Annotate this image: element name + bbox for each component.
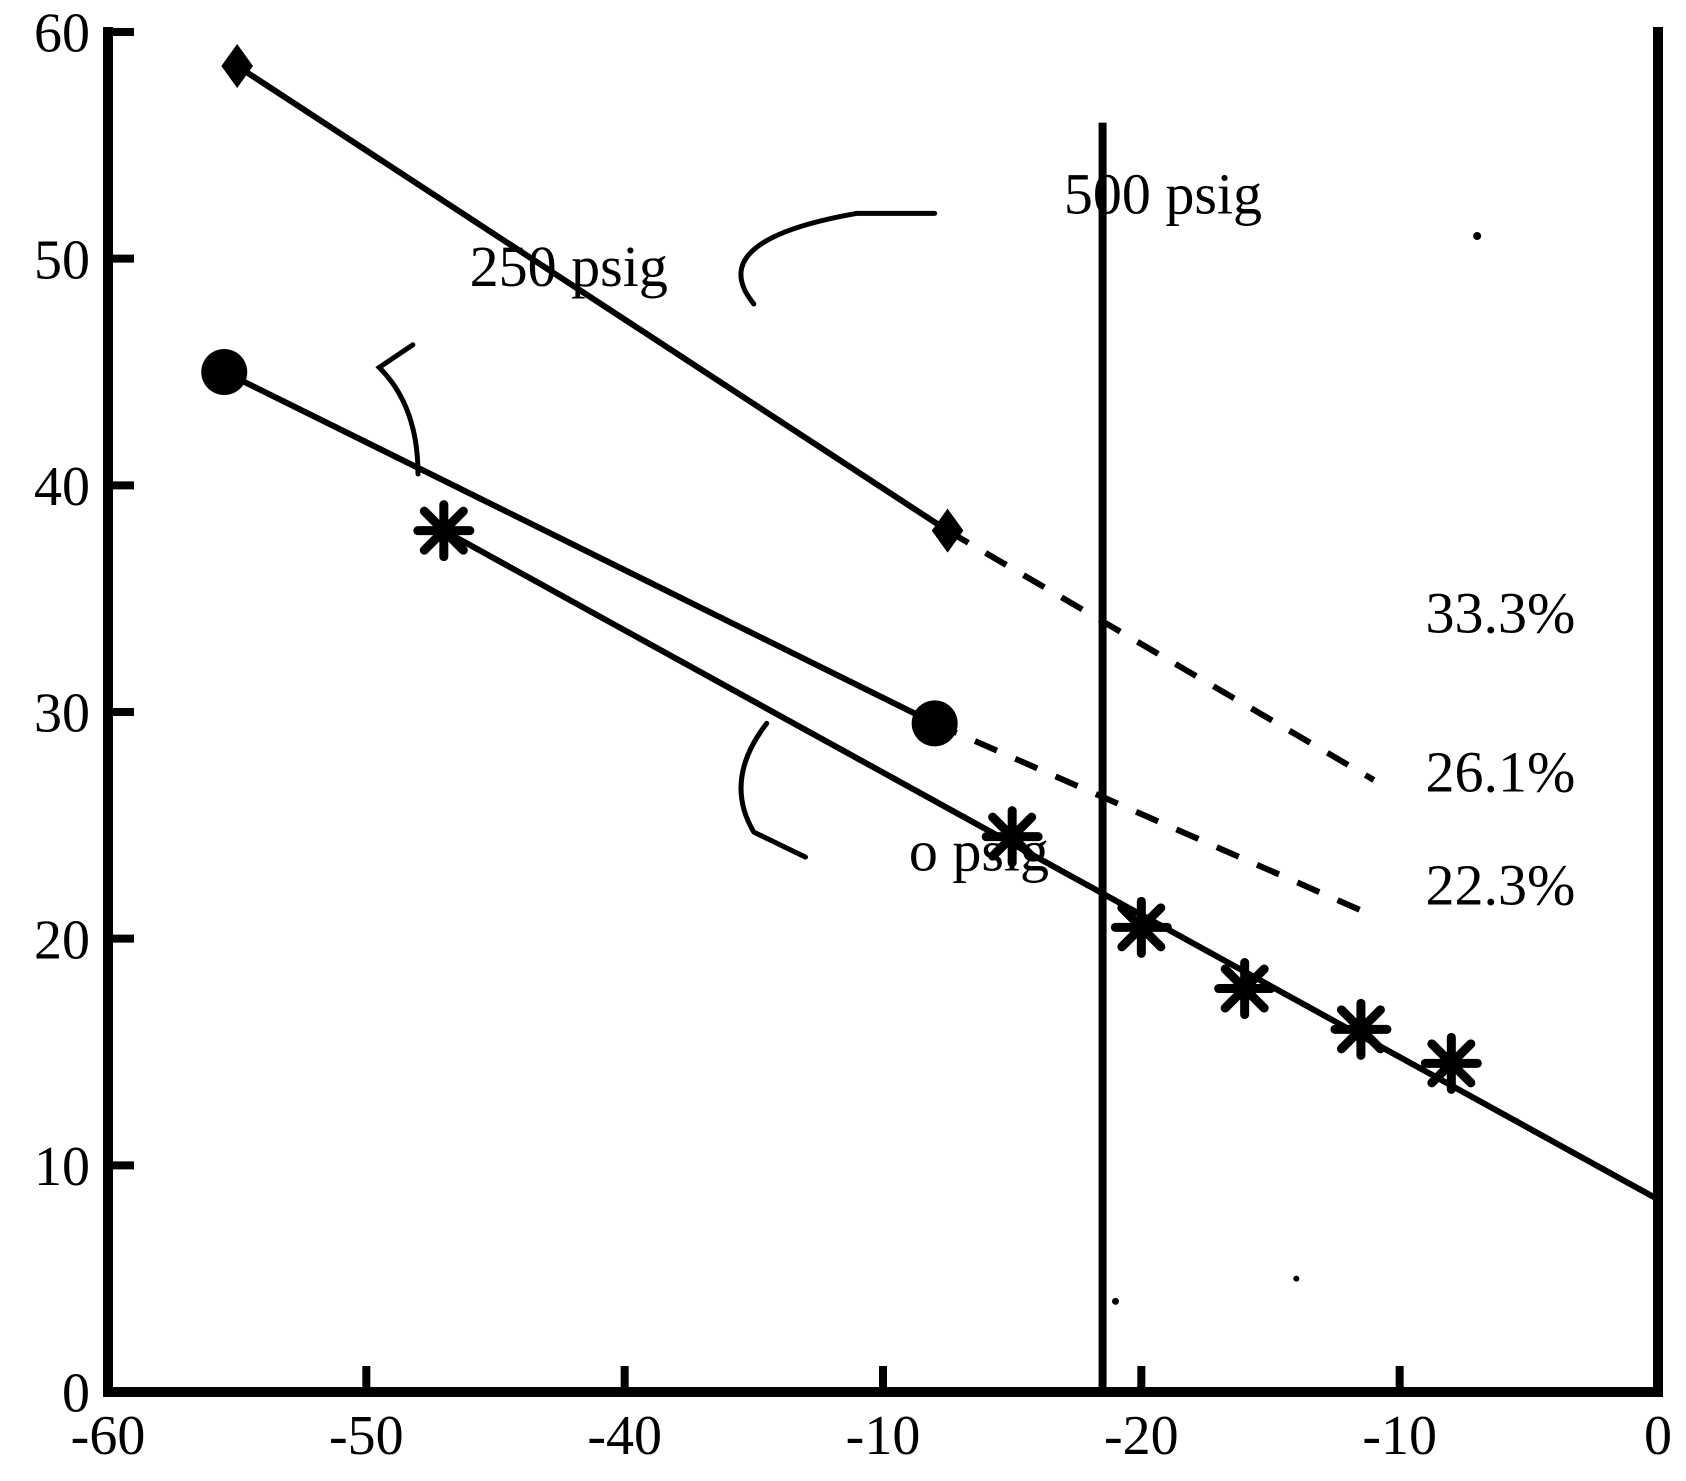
annotation-label: 22.3%	[1426, 853, 1576, 918]
chart-container: 0102030405060-60-50-40-10-20-100500 psig…	[0, 0, 1686, 1481]
annotation-label: 26.1%	[1426, 739, 1576, 804]
y-tick-label: 60	[34, 3, 90, 65]
x-tick-label: -20	[1104, 1405, 1179, 1467]
circle-marker	[912, 700, 958, 746]
circle-marker	[201, 349, 247, 395]
y-tick-label: 10	[34, 1136, 90, 1198]
x-tick-label: -10	[846, 1405, 921, 1467]
pressure-line-chart: 0102030405060-60-50-40-10-20-100500 psig…	[0, 0, 1686, 1481]
asterisk-marker	[1335, 1003, 1387, 1055]
x-tick-label: -10	[1362, 1405, 1437, 1467]
y-tick-label: 40	[34, 456, 90, 518]
series-label-500 psig: 500 psig	[1064, 161, 1262, 226]
artifact-dot	[1112, 1298, 1119, 1305]
annotation-label: 33.3%	[1426, 581, 1576, 646]
x-tick-label: 0	[1644, 1405, 1672, 1467]
asterisk-marker	[1219, 963, 1271, 1015]
x-tick-label: -50	[329, 1405, 404, 1467]
x-tick-label: -40	[587, 1405, 662, 1467]
asterisk-marker	[1115, 901, 1167, 953]
y-tick-label: 20	[34, 909, 90, 971]
series-label-250 psig: 250 psig	[470, 234, 668, 299]
y-tick-label: 30	[34, 683, 90, 745]
artifact-dot	[1293, 1276, 1299, 1282]
asterisk-marker	[1425, 1037, 1477, 1089]
y-tick-label: 50	[34, 229, 90, 291]
series-label-0 psig: o psig	[909, 819, 1049, 884]
asterisk-marker	[418, 505, 470, 557]
artifact-dot	[1473, 232, 1481, 240]
x-tick-label: -60	[71, 1405, 146, 1467]
